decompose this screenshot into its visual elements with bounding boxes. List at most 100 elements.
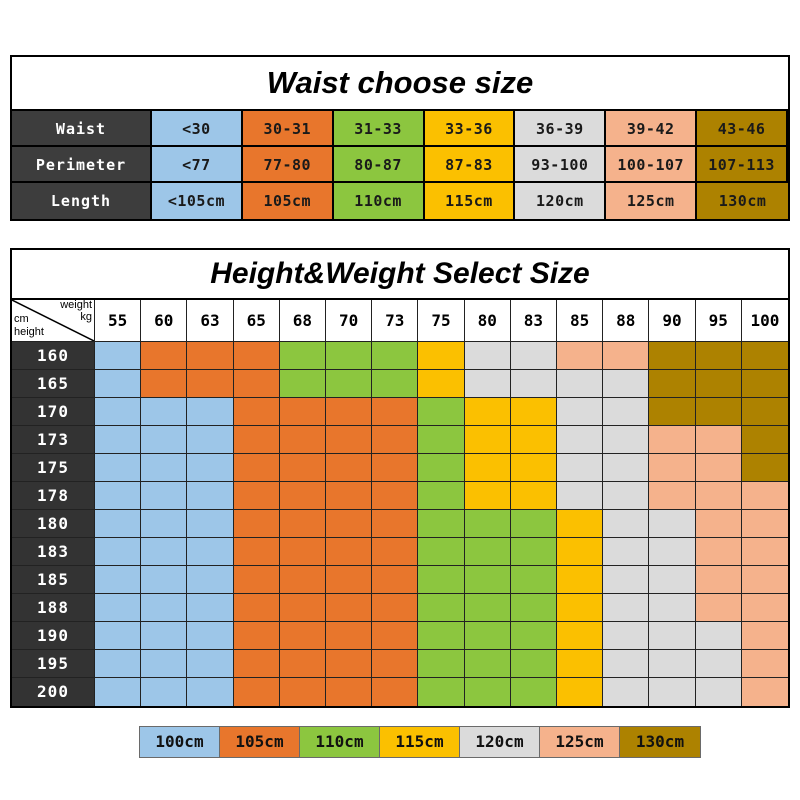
size-swatch-cell <box>695 370 742 398</box>
size-swatch-cell <box>695 510 742 538</box>
waist-cell: <77 <box>152 147 243 183</box>
weight-column-header: 60 <box>141 300 188 342</box>
legend-item: 115cm <box>380 727 460 757</box>
size-swatch-cell <box>649 370 696 398</box>
size-swatch-cell <box>233 398 280 426</box>
size-swatch-cell <box>695 622 742 650</box>
waist-row-header-waist: Waist <box>12 111 152 147</box>
size-swatch-cell <box>418 510 465 538</box>
size-swatch-cell <box>279 510 326 538</box>
size-swatch-cell <box>603 398 650 426</box>
size-swatch-cell <box>557 426 604 454</box>
size-swatch-cell <box>372 538 419 566</box>
height-row-header: 170 <box>12 398 95 426</box>
size-swatch-cell <box>141 678 188 706</box>
size-swatch-cell <box>649 650 696 678</box>
size-swatch-cell <box>326 454 373 482</box>
size-swatch-cell <box>557 622 604 650</box>
size-swatch-cell <box>187 650 234 678</box>
size-swatch-cell <box>279 482 326 510</box>
size-swatch-cell <box>279 342 326 370</box>
size-swatch-cell <box>510 566 557 594</box>
legend-item: 110cm <box>300 727 380 757</box>
size-swatch-cell <box>233 454 280 482</box>
size-legend: 100cm 105cm 110cm 115cm 120cm 125cm 130cm <box>139 726 701 758</box>
height-row-header: 185 <box>12 566 95 594</box>
size-swatch-cell <box>187 342 234 370</box>
size-swatch-cell <box>187 594 234 622</box>
size-swatch-cell <box>510 454 557 482</box>
size-swatch-cell <box>95 454 142 482</box>
size-swatch-cell <box>372 482 419 510</box>
size-swatch-cell <box>187 678 234 706</box>
size-swatch-cell <box>141 426 188 454</box>
size-swatch-cell <box>695 538 742 566</box>
size-swatch-cell <box>279 566 326 594</box>
size-swatch-cell <box>372 678 419 706</box>
height-row-header: 173 <box>12 426 95 454</box>
size-swatch-cell <box>464 426 511 454</box>
size-swatch-cell <box>741 510 788 538</box>
size-swatch-cell <box>141 510 188 538</box>
height-row-header: 160 <box>12 342 95 370</box>
size-swatch-cell <box>695 454 742 482</box>
waist-size-table: Waist choose size Waist <30 30-31 31-33 33-3… <box>10 55 790 221</box>
waist-cell: 77-80 <box>242 147 334 183</box>
size-swatch-cell <box>418 454 465 482</box>
size-swatch-cell <box>649 622 696 650</box>
weight-column-header: 80 <box>464 300 511 342</box>
size-swatch-cell <box>510 482 557 510</box>
waist-row-header-length: Length <box>12 183 152 219</box>
size-swatch-cell <box>741 398 788 426</box>
height-row-header: 200 <box>12 678 95 706</box>
size-swatch-cell <box>741 426 788 454</box>
weight-column-header: 70 <box>326 300 373 342</box>
size-swatch-cell <box>418 650 465 678</box>
height-weight-table: Height&Weight Select Size weight kg cm heig… <box>10 248 790 708</box>
size-swatch-cell <box>141 622 188 650</box>
legend-item: 100cm <box>140 727 220 757</box>
size-swatch-cell <box>279 622 326 650</box>
size-swatch-cell <box>418 342 465 370</box>
corner-cm-label: cm <box>14 313 29 325</box>
size-swatch-cell <box>464 650 511 678</box>
weight-column-header: 85 <box>557 300 604 342</box>
size-swatch-cell <box>187 538 234 566</box>
size-swatch-cell <box>695 566 742 594</box>
size-swatch-cell <box>372 398 419 426</box>
size-swatch-cell <box>603 566 650 594</box>
waist-cell: 43-46 <box>697 111 788 147</box>
size-swatch-cell <box>326 594 373 622</box>
size-swatch-cell <box>695 342 742 370</box>
waist-cell: <105cm <box>152 183 243 219</box>
corner-height-label: height <box>14 326 44 338</box>
size-swatch-cell <box>603 678 650 706</box>
height-row-header: 178 <box>12 482 95 510</box>
size-swatch-cell <box>510 594 557 622</box>
weight-column-header: 55 <box>95 300 142 342</box>
waist-cell: 30-31 <box>242 111 334 147</box>
size-swatch-cell <box>95 426 142 454</box>
size-swatch-cell <box>603 510 650 538</box>
size-swatch-cell <box>233 566 280 594</box>
size-swatch-cell <box>510 678 557 706</box>
weight-column-header: 68 <box>279 300 326 342</box>
size-swatch-cell <box>141 454 188 482</box>
size-swatch-cell <box>741 594 788 622</box>
size-swatch-cell <box>233 538 280 566</box>
size-swatch-cell <box>418 370 465 398</box>
height-row-header: 195 <box>12 650 95 678</box>
size-swatch-cell <box>95 594 142 622</box>
height-row-header: 188 <box>12 594 95 622</box>
weight-column-header: 75 <box>418 300 465 342</box>
size-swatch-cell <box>557 650 604 678</box>
waist-cell: 125cm <box>606 183 698 219</box>
size-swatch-cell <box>649 594 696 622</box>
size-swatch-cell <box>233 370 280 398</box>
size-swatch-cell <box>187 398 234 426</box>
waist-cell: 39-42 <box>606 111 698 147</box>
size-swatch-cell <box>649 398 696 426</box>
size-swatch-cell <box>326 538 373 566</box>
weight-column-header: 95 <box>695 300 742 342</box>
